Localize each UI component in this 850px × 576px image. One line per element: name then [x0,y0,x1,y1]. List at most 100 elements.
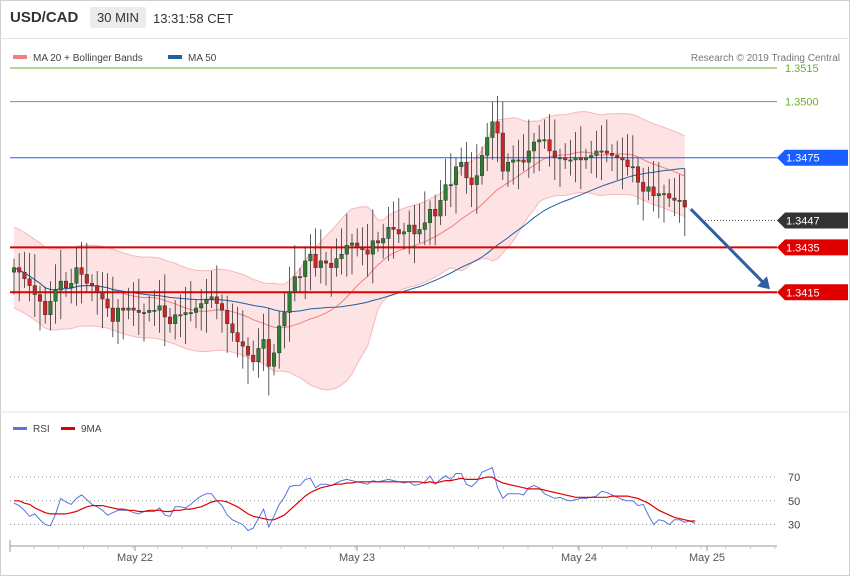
candle-body [173,314,178,324]
candle-body [251,354,256,363]
candle-body [162,305,167,318]
level-label-1.3447: 1.3447 [786,216,820,228]
rsi-tick-30: 30 [788,520,800,532]
candle-body [604,150,609,154]
candle-body [490,121,495,138]
candle-body [230,323,235,333]
candle-body [131,307,136,311]
level-tag-1.3447 [777,212,848,229]
candle-body [126,307,131,311]
candle-body [584,157,589,161]
legend-9ma-swatch [61,427,75,430]
candle-body [438,200,443,217]
candle-body [17,267,22,273]
candle-body [516,159,521,162]
candle-body [115,307,120,322]
candle-body [350,242,355,246]
candle-body [630,166,635,169]
candle-body [667,193,672,199]
x-tick-label: May 22 [117,552,153,564]
candle-body [558,157,563,160]
candle-body [22,271,27,280]
header-bar: USD/CAD 30 MIN 13:31:58 CET [0,0,850,39]
candle-body [53,289,58,302]
level-label-1.3515: 1.3515 [785,63,819,75]
candle-body [214,296,219,304]
candle-body [261,339,266,349]
candle-body [589,155,594,158]
candle-body [292,276,297,293]
candle-body [11,267,16,273]
candle-body [360,247,365,250]
candle-body [573,157,578,161]
candle-body [625,159,630,167]
candle-body [568,159,573,162]
candle-body [63,280,68,289]
candle-body [386,227,391,239]
candle-body [48,301,53,315]
candle-body [209,296,214,300]
candle-body [329,262,334,268]
candle-body [552,150,557,158]
candle-body [121,307,126,311]
level-tag-1.3415 [777,284,848,301]
forecast-arrow-shaft [689,207,766,285]
candle-body [662,193,667,195]
candle-body [334,258,339,268]
candle-body [417,229,422,235]
candle-body [69,283,74,289]
candle-body [365,249,370,255]
candle-body [188,312,193,314]
interval-selector[interactable]: 30 MIN [90,7,146,28]
candle-body [100,292,105,300]
copyright-text: Research © 2019 Trading Central [691,53,840,64]
candle-body [459,161,464,167]
level-label-1.3415: 1.3415 [786,287,820,299]
candle-body [641,182,646,192]
candle-body [402,231,407,235]
rsi-tick-50: 50 [788,496,800,508]
candle-body [287,292,292,313]
legend-ma50-label: MA 50 [188,53,217,64]
candle-body [136,310,141,313]
candle-body [526,150,531,163]
candle-body [656,193,661,197]
candle-body [412,224,417,235]
candle-body [235,332,240,342]
candle-body [646,186,651,192]
candle-body [318,260,323,268]
level-label-1.3475: 1.3475 [786,153,820,165]
candle-body [324,260,329,264]
candle-body [298,276,303,279]
candle-body [469,177,474,185]
candle-body [355,242,360,248]
candle-body [193,307,198,313]
candle-body [672,197,677,201]
candle-body [407,224,412,232]
candle-body [183,312,188,315]
candle-body [313,253,318,268]
candle-body [89,283,94,286]
ma20-line [13,151,686,329]
candle-body [344,244,349,255]
legend-9ma-label: 9MA [81,424,102,435]
candle-body [245,345,250,356]
candle-body [303,260,308,277]
candle-body [428,209,433,223]
candle-body [376,240,381,244]
candle-body [485,137,490,156]
candle-body [610,153,615,156]
candle-body [308,253,313,262]
candle-body [391,227,396,230]
candle-body [464,161,469,179]
x-tick-label: May 25 [689,552,725,564]
candle-body [204,298,209,304]
forecast-arrow-head [757,276,770,290]
candle-body [240,341,245,347]
bollinger-upper-line [13,111,686,285]
candle-body [443,184,448,201]
candle-body [422,222,427,230]
candle-body [433,209,438,217]
candle-body [32,285,37,295]
legend-rsi-label: RSI [33,424,50,435]
